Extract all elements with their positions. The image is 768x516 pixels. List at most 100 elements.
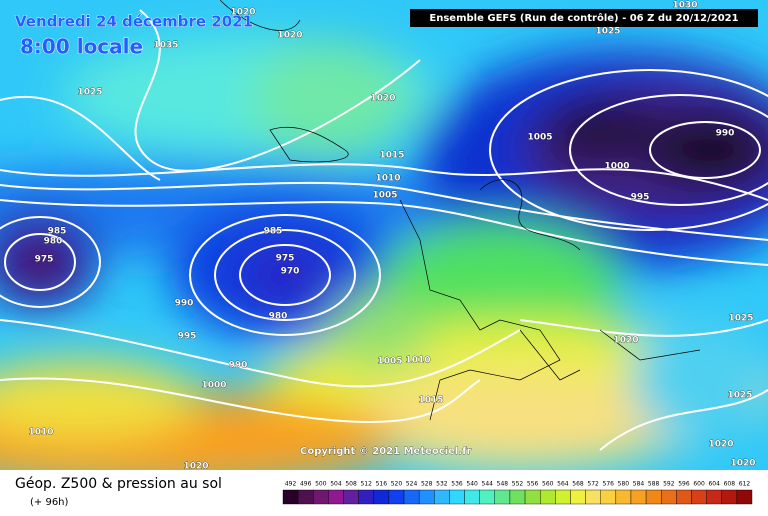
isobar-label: 1025 xyxy=(727,391,752,401)
scale-label: 560 xyxy=(542,481,554,488)
isobar-label: 1020 xyxy=(708,440,733,450)
scale-swatch xyxy=(449,489,465,505)
isobar-label: 1015 xyxy=(418,396,443,406)
scale-label: 612 xyxy=(739,481,751,488)
scale-label: 520 xyxy=(391,481,403,488)
scale-label: 496 xyxy=(300,481,312,488)
scale-label: 572 xyxy=(587,481,599,488)
isobar-label: 1005 xyxy=(377,357,402,367)
copyright: Copyright © 2021 Meteociel.fr xyxy=(300,446,471,457)
isobar-labels: 1020103510251020102010151010100510251030… xyxy=(28,0,756,472)
scale-swatch xyxy=(645,489,662,505)
scale-label: 508 xyxy=(345,481,357,488)
scale-label: 608 xyxy=(724,481,736,488)
scale-label: 568 xyxy=(572,481,584,488)
footer-lead: (+ 96h) xyxy=(30,497,69,508)
isobar-label: 1010 xyxy=(28,428,53,438)
scale-swatch xyxy=(509,489,526,505)
scale-label: 528 xyxy=(421,481,433,488)
scale-label: 588 xyxy=(648,481,660,488)
isobar-label: 1025 xyxy=(77,88,102,98)
isobar-label: 1015 xyxy=(379,151,404,161)
scale-swatch xyxy=(464,489,480,505)
isobar-label: 1005 xyxy=(527,133,552,143)
field xyxy=(0,0,768,470)
footer-title: Géop. Z500 & pression au sol xyxy=(15,476,222,492)
isobar-label: 1020 xyxy=(230,8,255,18)
isobar-label: 1020 xyxy=(277,31,302,41)
scale-label: 576 xyxy=(603,481,615,488)
scale-swatch xyxy=(388,489,405,505)
scale-label: 544 xyxy=(482,481,494,488)
scale-swatch xyxy=(343,489,359,505)
scale-label: 524 xyxy=(406,481,418,488)
scale-label: 584 xyxy=(633,481,645,488)
scale-label: 604 xyxy=(708,481,720,488)
scale-swatch xyxy=(706,489,722,505)
isobar-label: 1025 xyxy=(595,27,620,37)
isobar-label: 990 xyxy=(229,361,248,371)
isobar-label: 1020 xyxy=(730,459,755,469)
date-title: Vendredi 24 décembre 2021 xyxy=(15,13,253,31)
scale-swatch xyxy=(721,489,738,505)
scale-label: 548 xyxy=(497,481,509,488)
scale-swatch xyxy=(615,489,632,505)
isobar-label: 1000 xyxy=(201,381,226,391)
scale-swatch xyxy=(479,489,496,505)
scale-swatch xyxy=(418,489,435,505)
scale-label: 556 xyxy=(527,481,539,488)
isobar-label: 970 xyxy=(281,267,300,277)
scale-label: 500 xyxy=(315,481,327,488)
coastlines xyxy=(219,0,701,421)
scale-label: 540 xyxy=(466,481,478,488)
scale-swatch xyxy=(373,489,390,505)
run-info: Ensemble GEFS (Run de contrôle) - 06 Z d… xyxy=(429,12,738,24)
scale-label: 596 xyxy=(678,481,690,488)
scale-label: 552 xyxy=(512,481,524,488)
isobar-label: 1025 xyxy=(728,314,753,324)
isobars xyxy=(0,9,768,451)
scale-label: 536 xyxy=(451,481,463,488)
run-box xyxy=(410,9,758,27)
scale-label: 564 xyxy=(557,481,569,488)
isobar-label: 1000 xyxy=(604,162,629,172)
local-time: 8:00 locale xyxy=(20,35,143,59)
scale-swatch xyxy=(494,489,511,505)
scale-swatch xyxy=(661,489,677,505)
isobar-label: 1020 xyxy=(613,336,638,346)
scale-swatch xyxy=(600,489,617,505)
isobar-label: 985 xyxy=(48,227,67,237)
scale-swatch xyxy=(328,489,344,505)
scale-swatch xyxy=(297,489,314,505)
isobar-label: 990 xyxy=(716,129,735,139)
scale-swatch xyxy=(434,489,450,505)
isobar-label: 995 xyxy=(631,193,650,203)
scale-label: 512 xyxy=(360,481,372,488)
scale-label: 532 xyxy=(436,481,448,488)
scale-label: 504 xyxy=(330,481,342,488)
scale-label: 492 xyxy=(285,481,297,488)
scale-swatch xyxy=(403,489,420,505)
scale-label: 600 xyxy=(693,481,705,488)
isobar-label: 1030 xyxy=(672,1,697,11)
scale-label: 580 xyxy=(618,481,630,488)
scale-swatch xyxy=(358,489,374,505)
scale-label: 592 xyxy=(663,481,675,488)
scale-swatch xyxy=(630,489,647,505)
color-scale: 492 496 500 504 508 512 516 520 524 528 532 536 540 5… xyxy=(282,481,753,505)
isobar-label: 975 xyxy=(276,254,295,264)
isobar-label: 1005 xyxy=(372,191,397,201)
isobar-label: 985 xyxy=(264,227,283,237)
isobar-label: 995 xyxy=(178,332,197,342)
scale-swatch xyxy=(313,489,329,505)
scale-swatch xyxy=(282,489,299,505)
scale-swatch xyxy=(555,489,571,505)
scale-swatch xyxy=(524,489,541,505)
scale-swatch xyxy=(539,489,556,505)
isobar-label: 975 xyxy=(35,255,54,265)
scale-swatch xyxy=(676,489,692,505)
isobar-label: 980 xyxy=(44,237,63,247)
scale-swatch xyxy=(736,489,753,505)
scale-swatch xyxy=(585,489,601,505)
